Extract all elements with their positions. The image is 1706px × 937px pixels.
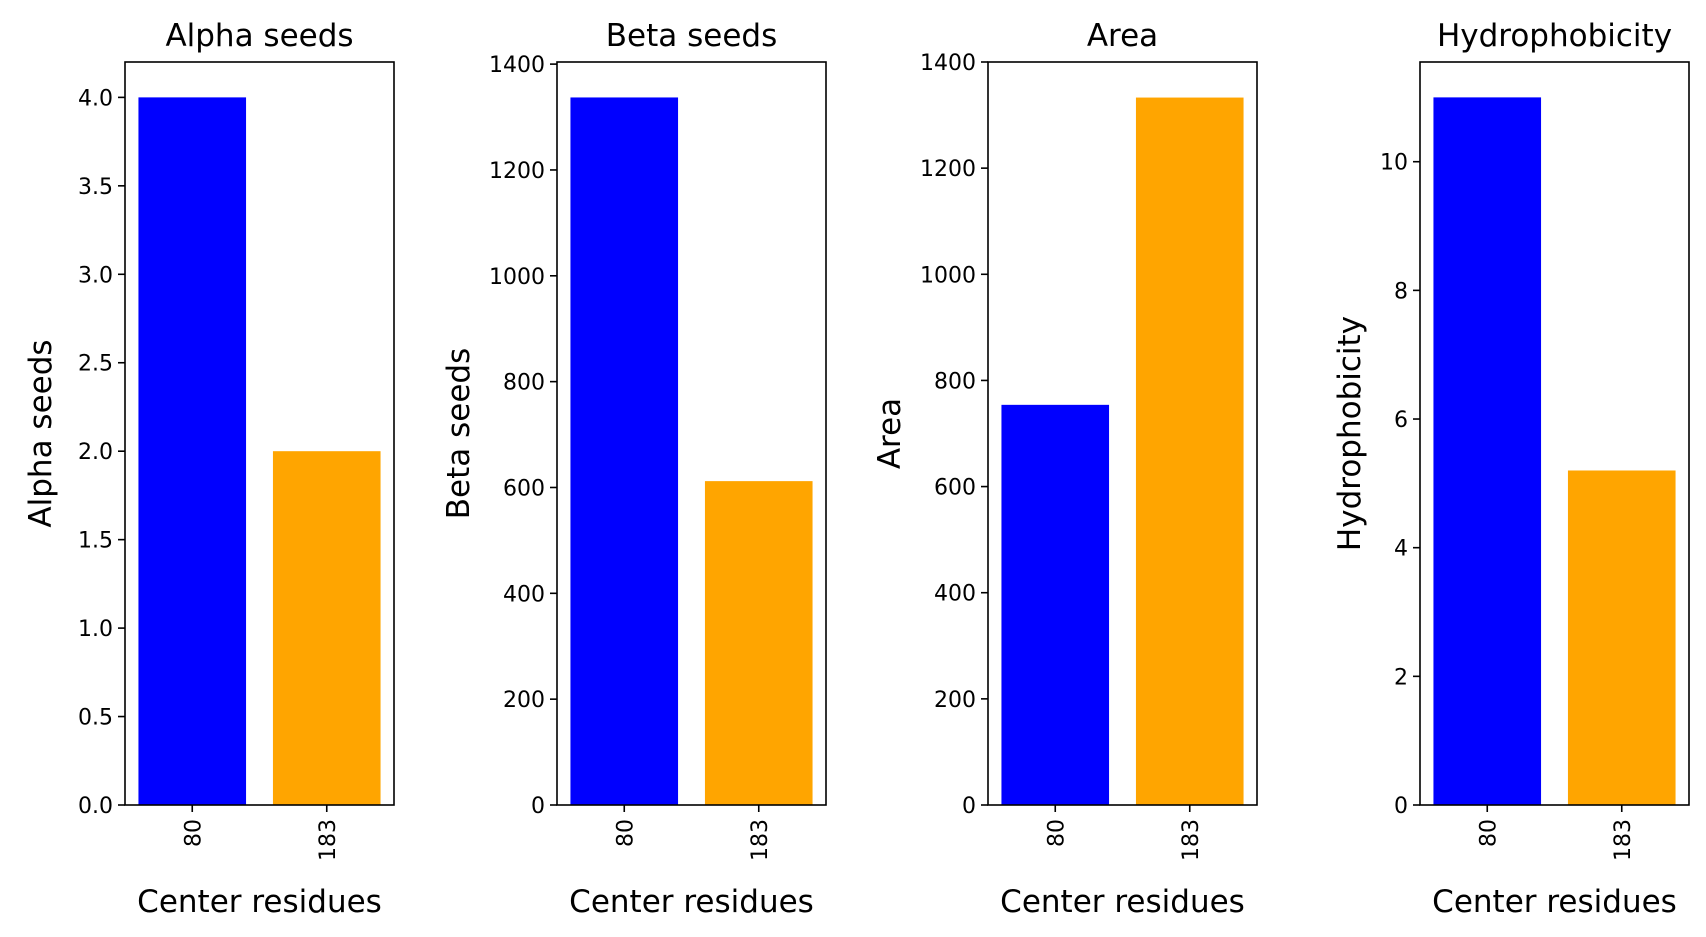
ytick-label: 10 [1380,151,1408,176]
ytick-label: 1000 [489,265,545,290]
chart-title: Area [1087,18,1158,54]
ytick-label: 600 [503,476,545,501]
bar-183 [1135,97,1244,805]
bar-80 [1001,404,1110,805]
bar-80 [570,97,679,806]
ytick-label: 800 [934,369,976,394]
y-axis-label: Beta seeds [441,348,477,519]
ytick-label: 1.0 [78,617,113,642]
axes-frame [124,61,395,806]
subplot-3: 0 200 400 600 800 1000 1200 1400 80 183 Area Center… [872,18,1258,920]
bar-183 [1567,470,1676,805]
x-axis-label: Center residues [1000,884,1245,920]
x-axis-label: Center residues [137,884,382,920]
y-axis-label: Hydrophobicity [1332,316,1368,551]
subplot-1: 0.0 0.5 1.0 1.5 2.0 2.5 3.0 3.5 4.0 80 183 Alpha se… [23,18,395,920]
ytick-label: 3.0 [78,263,113,288]
y-axis-label: Alpha seeds [23,339,59,527]
ytick-label: 2.0 [78,440,113,465]
bar-80 [138,97,247,805]
ytick-label: 400 [503,582,545,607]
x-axis-label: Center residues [569,884,814,920]
ytick-label: 0 [962,794,976,819]
axes-frame [1419,61,1690,806]
axes-frame [556,61,827,806]
bar-183 [704,481,813,805]
xtick-label: 183 [1611,819,1636,861]
ytick-label: 8 [1394,279,1408,304]
chart-title: Hydrophobicity [1437,18,1672,54]
ytick-label: 1200 [489,159,545,184]
bar-183 [272,451,381,805]
ytick-label: 1400 [489,53,545,78]
xtick-label: 80 [1476,819,1501,847]
ytick-label: 0.5 [78,706,113,731]
subplot-4: 0 2 4 6 8 10 80 183 Hydrophobicity Center residue… [1332,18,1690,920]
ytick-label: 0.0 [78,794,113,819]
xtick-label: 183 [316,819,341,861]
subplot-2: 0 200 400 600 800 1000 1200 1400 80 183 Beta seeds… [441,18,827,920]
x-axis-label: Center residues [1432,884,1677,920]
ytick-label: 1400 [920,51,976,76]
chart-title: Alpha seeds [165,18,353,54]
ytick-label: 1.5 [78,529,113,554]
ytick-label: 400 [934,582,976,607]
ytick-label: 1200 [920,157,976,182]
xtick-label: 183 [748,819,773,861]
ytick-label: 0 [531,794,545,819]
ytick-label: 0 [1394,794,1408,819]
xtick-label: 80 [613,819,638,847]
ytick-label: 1000 [920,263,976,288]
ytick-label: 4 [1394,537,1408,562]
bar-80 [1433,97,1542,805]
xtick-label: 183 [1179,819,1204,861]
ytick-label: 2 [1394,665,1408,690]
ytick-label: 200 [503,688,545,713]
ytick-label: 600 [934,476,976,501]
axes-frame [987,61,1258,806]
xtick-label: 80 [181,819,206,847]
ytick-label: 800 [503,371,545,396]
ytick-label: 2.5 [78,352,113,377]
y-axis-label: Area [872,398,908,469]
chart-title: Beta seeds [606,18,777,54]
ytick-label: 200 [934,688,976,713]
ytick-label: 4.0 [78,86,113,111]
ytick-label: 3.5 [78,175,113,200]
ytick-label: 6 [1394,408,1408,433]
xtick-label: 80 [1044,819,1069,847]
